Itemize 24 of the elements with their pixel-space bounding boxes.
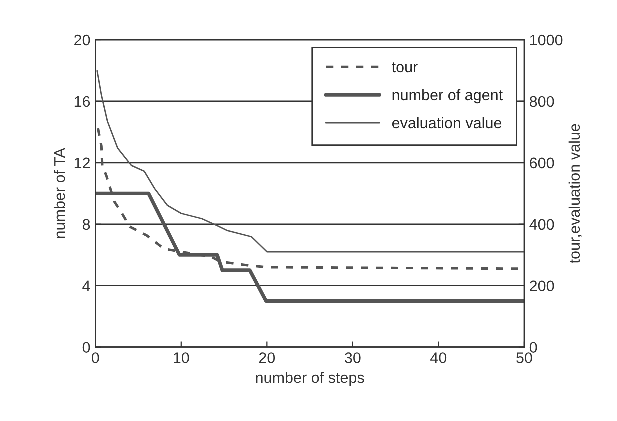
y2-axis-title: tour,evaluation value [568, 124, 582, 264]
y2-tick-label: 1000 [530, 34, 563, 46]
x-tick-label: 30 [345, 352, 361, 364]
y2-tick-label: 800 [530, 96, 554, 108]
x-tick-label: 10 [174, 352, 190, 364]
y2-tick-label: 400 [530, 219, 554, 230]
x-tick-label: 20 [259, 352, 276, 364]
x-tick-label: 50 [516, 352, 532, 364]
y-tick-label: 4 [82, 280, 90, 292]
x-axis-title: number of steps [256, 372, 364, 386]
y-tick-label: 0 [82, 342, 90, 354]
y-tick-label: 8 [82, 219, 90, 230]
y-tick-label: 20 [74, 34, 90, 46]
legend-label: number of agent [392, 89, 503, 104]
x-tick-label: 40 [430, 352, 447, 364]
y-tick-label: 16 [74, 96, 90, 108]
x-tick-label: 0 [92, 352, 100, 364]
legend-label: tour [392, 62, 418, 73]
y2-tick-label: 600 [530, 158, 554, 169]
legend-label: evaluation value [392, 117, 502, 129]
y-axis-title: number of TA [54, 148, 66, 238]
y2-tick-label: 200 [530, 280, 554, 292]
y2-tick-label: 0 [530, 342, 538, 354]
y-tick-label: 12 [74, 158, 90, 168]
